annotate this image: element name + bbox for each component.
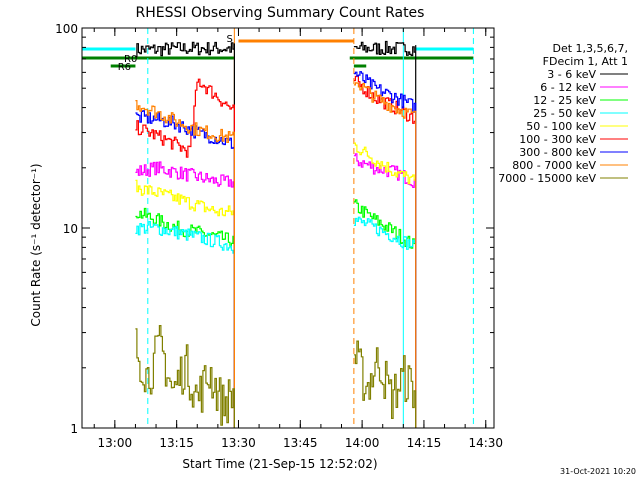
- series-7-segment-1: [353, 82, 417, 428]
- axes-layer: 13:00 13:15 13:30 13:45 14:00 14:15 14:30 1 10 10…: [55, 22, 503, 450]
- flag-bars-layer: [82, 39, 474, 68]
- flag-label: R6: [118, 62, 131, 73]
- legend: Det 1,3,5,6,7, FDecim 1, Att 1 3 - 6 keV…: [498, 42, 628, 185]
- series-0-segment-1: [353, 40, 417, 428]
- flag-label: R0: [124, 54, 137, 65]
- x-tick-label: 13:45: [283, 436, 318, 450]
- series-8-segment-1: [353, 340, 417, 428]
- y-tick-label: 1: [70, 422, 78, 436]
- series-7-segment-0: [135, 99, 235, 428]
- x-tick-label: 13:15: [159, 436, 194, 450]
- legend-label: 300 - 800 keV: [519, 146, 596, 159]
- y-axis-label: Count Rate (s⁻¹ detector⁻¹): [29, 163, 43, 326]
- legend-label: 3 - 6 keV: [547, 68, 596, 81]
- series-4-segment-1: [353, 142, 417, 428]
- series-8-segment-0: [135, 325, 235, 428]
- legend-label: 25 - 50 keV: [533, 107, 596, 120]
- y-tick-label: 10: [63, 222, 78, 236]
- x-tick-label: 13:00: [98, 436, 133, 450]
- series-layer: [135, 40, 417, 428]
- legend-label: 7000 - 15000 keV: [498, 172, 596, 185]
- legend-header-line-1: Det 1,3,5,6,7,: [552, 42, 628, 55]
- series-6-segment-0: [135, 110, 235, 428]
- flag-label: S: [226, 34, 232, 45]
- series-1-segment-0: [135, 161, 235, 428]
- x-axis-label: Start Time (21-Sep-15 12:52:02): [182, 457, 377, 471]
- series-0-segment-0: [135, 41, 235, 428]
- x-tick-label: 14:15: [407, 436, 442, 450]
- legend-header-line-2: FDecim 1, Att 1: [543, 55, 628, 68]
- x-tick-label: 13:30: [221, 436, 256, 450]
- legend-label: 12 - 25 keV: [533, 94, 596, 107]
- series-3-segment-1: [353, 216, 417, 428]
- legend-label: 6 - 12 keV: [540, 81, 596, 94]
- legend-label: 800 - 7000 keV: [512, 159, 596, 172]
- series-6-segment-1: [353, 71, 417, 428]
- series-5-segment-0: [135, 78, 235, 428]
- series-4-segment-0: [135, 179, 235, 428]
- y-tick-label: 100: [55, 22, 78, 36]
- series-2-segment-0: [135, 207, 235, 428]
- x-tick-label: 14:30: [468, 436, 503, 450]
- chart-title: RHESSI Observing Summary Count Rates: [136, 5, 425, 21]
- series-3-segment-0: [135, 221, 235, 428]
- x-tick-label: 14:00: [345, 436, 380, 450]
- legend-label: 50 - 100 keV: [526, 120, 596, 133]
- legend-label: 100 - 300 keV: [519, 133, 596, 146]
- footer-timestamp: 31-Oct-2021 10:20: [560, 467, 636, 476]
